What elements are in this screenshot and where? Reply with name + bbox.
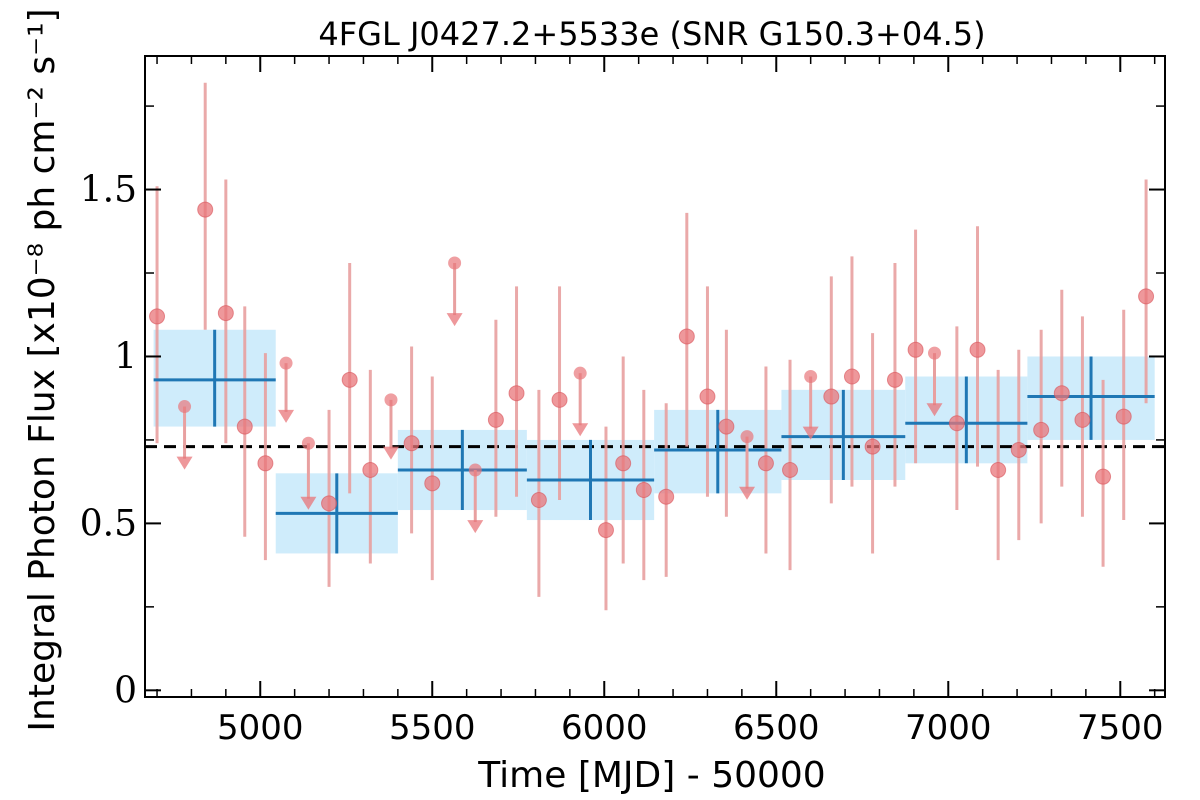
upper-limit-markers <box>176 256 943 534</box>
data-point <box>1033 421 1050 438</box>
x-tick-label: 6000 <box>561 708 648 748</box>
data-point <box>257 455 274 472</box>
upper-limit-arrow <box>446 313 463 327</box>
data-point <box>403 435 420 452</box>
y-tick-label: 1.5 <box>80 170 137 211</box>
upper-limit-arrow <box>300 496 317 510</box>
data-point <box>362 461 379 478</box>
data-point <box>990 461 1007 478</box>
data-point <box>886 371 903 388</box>
data-point <box>1053 385 1070 402</box>
data-point <box>718 418 735 435</box>
x-axis-label: Time [MJD] - 50000 <box>477 755 825 796</box>
data-point <box>321 495 338 512</box>
data-point <box>236 418 253 435</box>
data-point <box>757 455 774 472</box>
data-point <box>782 461 799 478</box>
x-tick-label: 5000 <box>217 708 304 748</box>
chart-title: 4FGL J0427.2+5533e (SNR G150.3+04.5) <box>318 15 985 53</box>
data-point <box>948 415 965 432</box>
data-point <box>658 488 675 505</box>
upper-limit-point <box>468 463 482 477</box>
data-point <box>907 341 924 358</box>
upper-limit-point <box>301 436 315 450</box>
upper-limit-point <box>279 356 293 370</box>
upper-limit-point <box>178 400 192 414</box>
upper-limit-arrow <box>739 486 756 500</box>
data-point <box>843 368 860 385</box>
upper-limit-arrow <box>382 446 399 460</box>
x-tick-label: 7000 <box>905 708 992 748</box>
upper-limit-arrow <box>278 409 295 423</box>
y-tick-label: 1 <box>114 336 137 377</box>
upper-limit-point <box>740 430 754 444</box>
data-point <box>149 308 166 325</box>
data-point <box>487 411 504 428</box>
data-point <box>864 438 881 455</box>
data-point <box>597 522 614 539</box>
upper-limit-arrow <box>802 426 819 440</box>
data-point <box>678 328 695 345</box>
axis-ticks: 5000 5500 6000 6500 7000 7500 0 0.5 1 1.5 <box>80 56 1165 748</box>
data-point <box>823 388 840 405</box>
y-tick-label: 0.5 <box>80 503 137 544</box>
y-axis-label: Integral Photon Flux [x10⁻⁸ ph cm⁻² s⁻¹] <box>22 8 63 731</box>
upper-limit-point <box>448 256 462 270</box>
binned-flux-crosses <box>153 329 1155 554</box>
data-point <box>341 371 358 388</box>
measurement-points <box>149 201 1155 539</box>
upper-limit-arrow <box>176 456 193 470</box>
data-point <box>1095 468 1112 485</box>
upper-limit-point <box>573 366 587 380</box>
data-point <box>508 385 525 402</box>
upper-limit-point <box>804 370 818 383</box>
data-point <box>1010 441 1027 458</box>
data-point <box>217 305 234 322</box>
data-point <box>424 475 441 492</box>
x-tick-label: 5500 <box>389 708 476 748</box>
upper-limit-arrow <box>572 423 589 437</box>
upper-limit-arrow <box>926 403 943 417</box>
x-tick-label: 7500 <box>1077 708 1164 748</box>
data-point <box>530 492 547 509</box>
upper-limit-point <box>928 346 942 360</box>
x-tick-label: 6500 <box>733 708 820 748</box>
data-point <box>1074 411 1091 428</box>
data-point <box>615 455 632 472</box>
data-point <box>699 388 716 405</box>
data-point <box>635 482 652 499</box>
data-point <box>969 341 986 358</box>
data-point <box>197 201 214 218</box>
upper-limit-point <box>384 393 398 407</box>
y-tick-label: 0 <box>114 670 137 711</box>
upper-limit-arrow <box>467 520 484 534</box>
data-point <box>551 391 568 408</box>
data-point <box>1115 408 1132 425</box>
data-point <box>1138 288 1155 305</box>
plot-frame <box>144 55 1166 698</box>
